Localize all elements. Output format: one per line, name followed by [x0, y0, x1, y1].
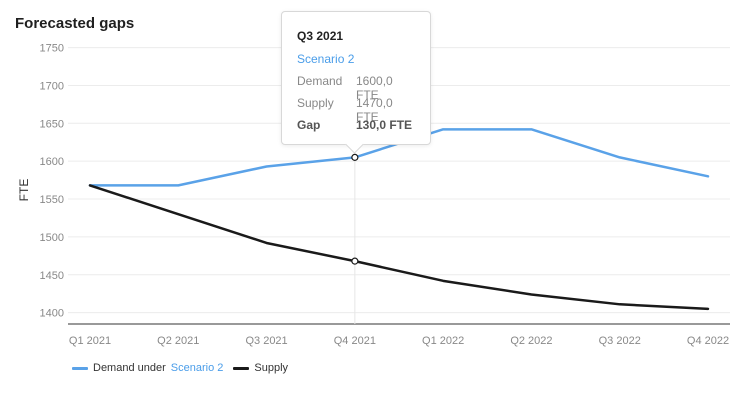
y-tick-label: 1550: [40, 194, 64, 206]
x-axis-ticks: Q1 2021 Q2 2021 Q3 2021 Q4 2021 Q1 2022 Q2 20…: [69, 335, 729, 347]
legend: Demand under Scenario 2 Supply: [72, 362, 288, 374]
tooltip-gap-value: 130,0 FTE: [356, 118, 413, 132]
y-tick-label: 1400: [40, 308, 64, 320]
legend-scenario-link[interactable]: Scenario 2: [170, 362, 224, 374]
supply-swatch: [233, 366, 250, 370]
y-tick-label: 1500: [40, 232, 64, 244]
demand-swatch: [72, 366, 88, 370]
tooltip-supply-value: 1470,0 FTE: [356, 96, 393, 124]
tooltip-demand-label: Demand: [297, 74, 343, 88]
tooltip-scenario: Scenario 2: [297, 52, 355, 66]
tooltip-demand-value: 1600,0 FTE: [356, 74, 393, 102]
legend-supply-label: Supply: [254, 362, 289, 374]
y-tick-label: 1750: [40, 43, 64, 55]
hover-marker-supply: [351, 257, 359, 265]
hover-markers: [351, 153, 359, 265]
x-tick-label: Q2 2022: [510, 335, 552, 347]
y-tick-label: 1650: [40, 118, 64, 130]
legend-item-demand[interactable]: Demand under Scenario 2: [72, 362, 223, 374]
hover-marker-demand: [351, 153, 359, 161]
grid-lines: [68, 47, 730, 314]
y-tick-label: 1700: [40, 80, 64, 92]
y-axis-ticks: 1400 1450 1500 1550 1600 1650 1700 1750: [40, 43, 64, 320]
legend-demand-label: Demand under: [93, 362, 166, 374]
tooltip-supply-label: Supply: [297, 96, 334, 110]
x-tick-label: Q3 2021: [245, 335, 287, 347]
y-tick-label: 1450: [40, 270, 64, 282]
tooltip-title: Q3 2021: [297, 29, 344, 43]
x-tick-label: Q1 2022: [422, 335, 464, 347]
legend-item-supply[interactable]: Supply: [233, 362, 288, 374]
tooltip-supply-row: Supply 1470,0 FTE: [297, 96, 417, 124]
series-lines: [88, 128, 710, 311]
series-line-supply[interactable]: [88, 184, 710, 311]
tooltip-gap-row: Gap 130,0 FTE: [297, 118, 417, 132]
chart-tooltip: Q3 2021 Scenario 2 Demand 1600,0 FTE Sup…: [281, 11, 431, 154]
x-tick-label: Q3 2022: [599, 335, 641, 347]
x-tick-label: Q2 2021: [157, 335, 199, 347]
y-tick-label: 1600: [40, 156, 64, 168]
x-tick-label: Q4 2022: [687, 335, 729, 347]
tooltip-gap-label: Gap: [297, 118, 321, 132]
x-tick-label: Q1 2021: [69, 335, 111, 347]
x-tick-label: Q4 2021: [334, 335, 376, 347]
tooltip-demand-row: Demand 1600,0 FTE: [297, 74, 417, 102]
y-axis-label: FTE: [17, 179, 31, 202]
chart-title: Forecasted gaps: [15, 15, 135, 32]
